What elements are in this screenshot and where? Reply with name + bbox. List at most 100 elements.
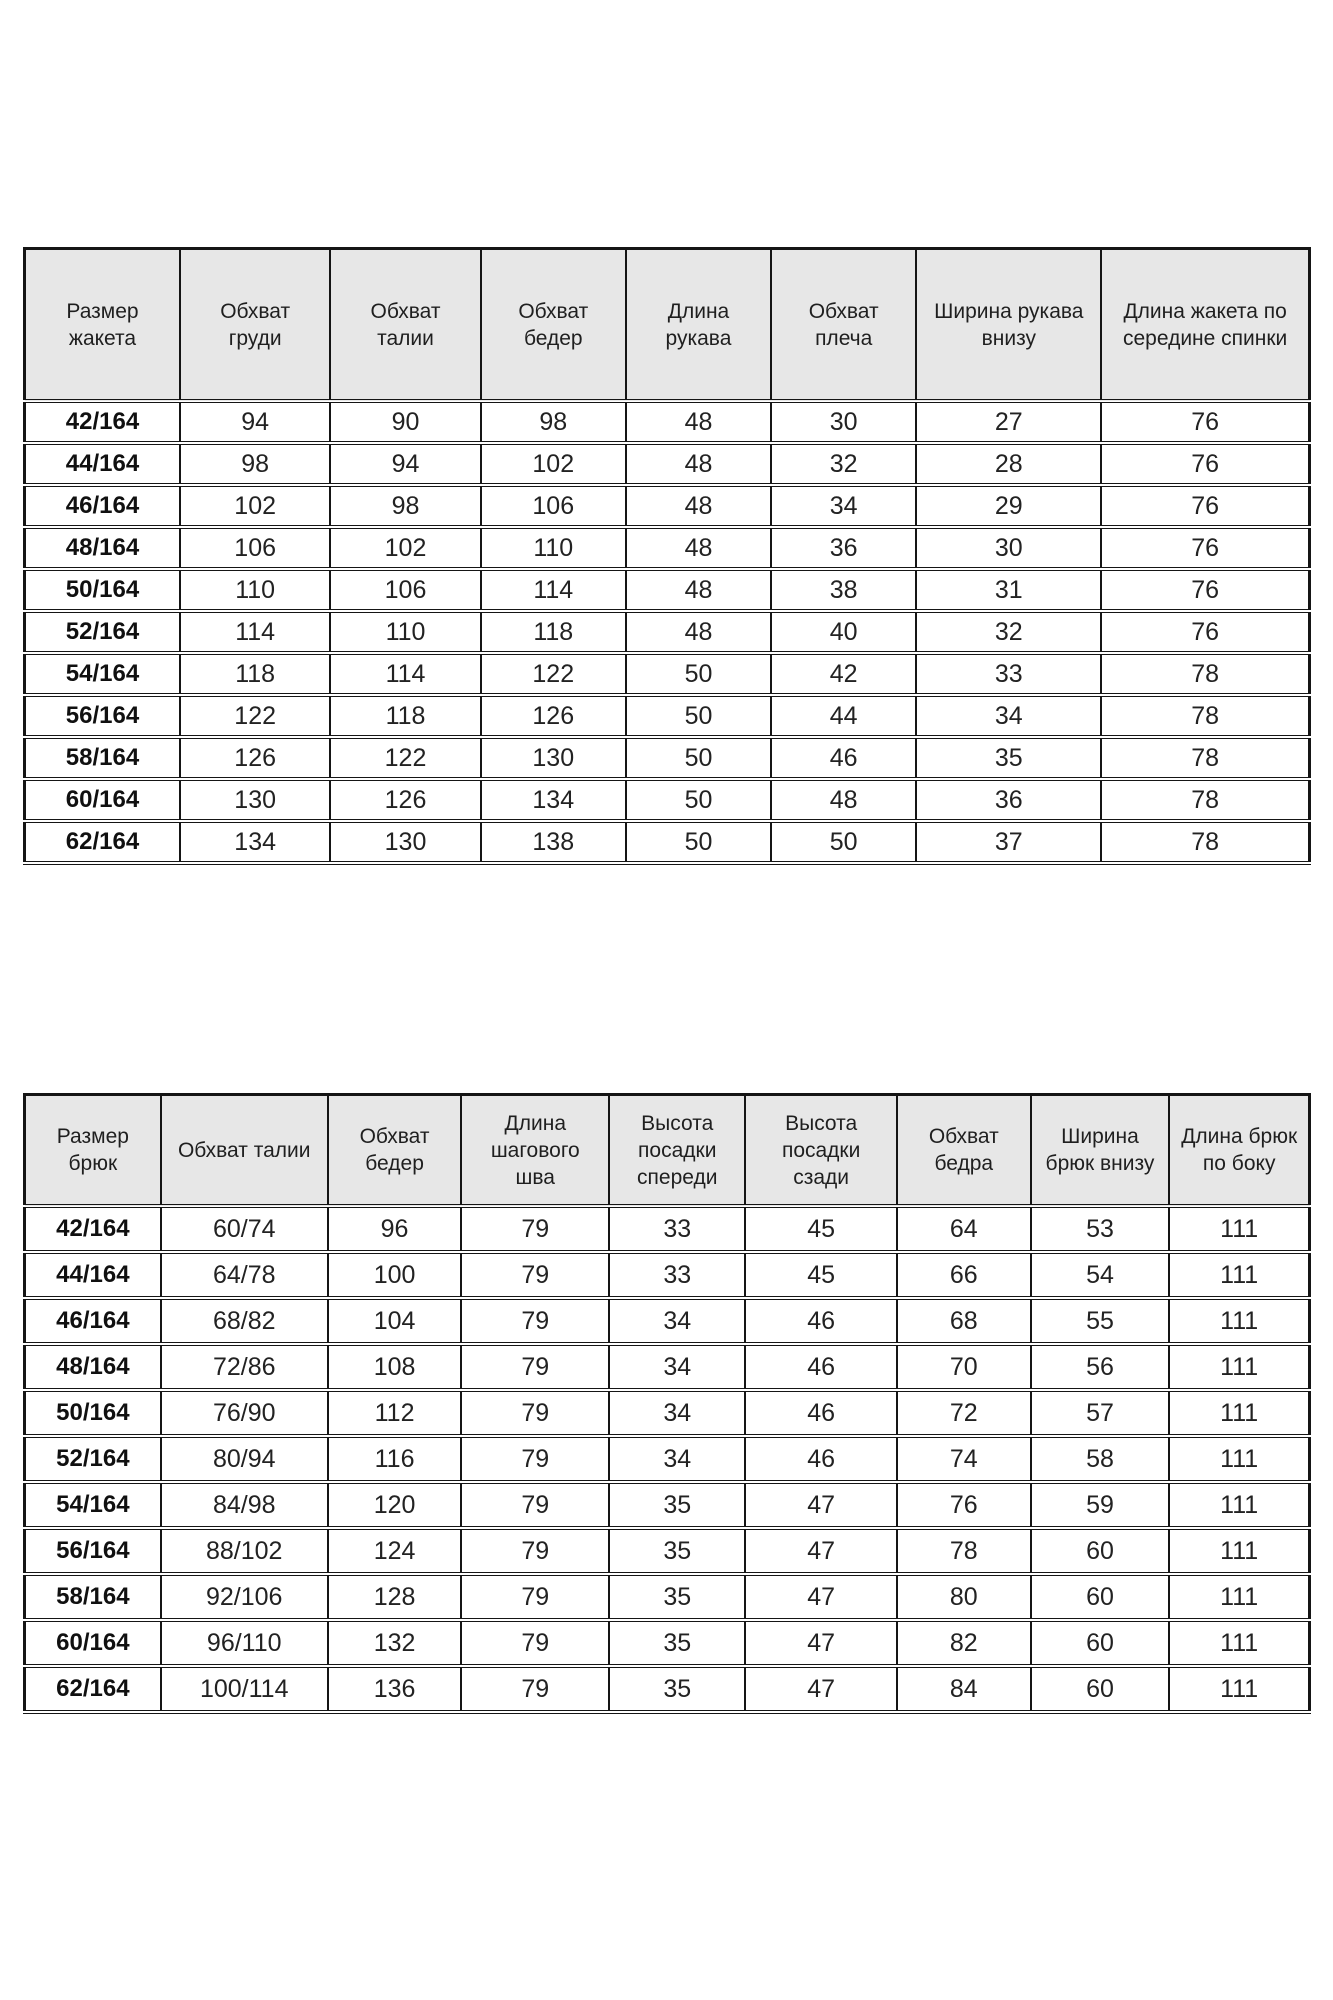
value-cell: 35 [608, 1480, 747, 1530]
value-cell: 70 [895, 1342, 1032, 1392]
value-cell: 68/82 [159, 1296, 329, 1346]
table-row: 58/164 126 122 130 50 46 35 78 [23, 735, 1311, 781]
value-cell: 64/78 [159, 1250, 329, 1300]
value-cell: 48 [770, 777, 918, 823]
value-cell: 79 [460, 1572, 611, 1622]
value-cell: 46 [744, 1342, 898, 1392]
size-cell: 54/164 [23, 1480, 162, 1530]
value-cell: 111 [1168, 1480, 1311, 1530]
value-cell: 100 [326, 1250, 463, 1300]
size-cell: 46/164 [23, 483, 181, 529]
value-cell: 118 [329, 693, 482, 739]
value-cell: 132 [326, 1618, 463, 1668]
size-cell: 50/164 [23, 1388, 162, 1438]
value-cell: 134 [479, 777, 627, 823]
value-cell: 102 [479, 441, 627, 487]
size-cell: 52/164 [23, 1434, 162, 1484]
value-cell: 60 [1029, 1664, 1171, 1714]
value-cell: 54 [1029, 1250, 1171, 1300]
size-cell: 46/164 [23, 1296, 162, 1346]
value-cell: 79 [460, 1204, 611, 1254]
value-cell: 34 [915, 693, 1103, 739]
value-cell: 47 [744, 1618, 898, 1668]
value-cell: 57 [1029, 1388, 1171, 1438]
size-cell: 56/164 [23, 1526, 162, 1576]
table-row: 46/164 102 98 106 48 34 29 76 [23, 483, 1311, 529]
table-row: 42/164 94 90 98 48 30 27 76 [23, 399, 1311, 445]
value-cell: 33 [608, 1204, 747, 1254]
value-cell: 79 [460, 1434, 611, 1484]
value-cell: 28 [915, 441, 1103, 487]
value-cell: 111 [1168, 1526, 1311, 1576]
table-row: 50/164 110 106 114 48 38 31 76 [23, 567, 1311, 613]
value-cell: 74 [895, 1434, 1032, 1484]
value-cell: 64 [895, 1204, 1032, 1254]
value-cell: 76 [1100, 483, 1311, 529]
column-header: Ширина брюк внизу [1029, 1093, 1171, 1207]
size-cell: 48/164 [23, 1342, 162, 1392]
value-cell: 34 [608, 1434, 747, 1484]
value-cell: 48 [624, 399, 773, 445]
table-row: 44/164 98 94 102 48 32 28 76 [23, 441, 1311, 487]
value-cell: 35 [608, 1664, 747, 1714]
size-cell: 42/164 [23, 1204, 162, 1254]
size-cell: 48/164 [23, 525, 181, 571]
value-cell: 45 [744, 1204, 898, 1254]
value-cell: 47 [744, 1572, 898, 1622]
value-cell: 134 [178, 819, 332, 865]
value-cell: 37 [915, 819, 1103, 865]
value-cell: 84 [895, 1664, 1032, 1714]
value-cell: 79 [460, 1480, 611, 1530]
size-cell: 44/164 [23, 441, 181, 487]
value-cell: 78 [1100, 651, 1311, 697]
value-cell: 48 [624, 525, 773, 571]
size-cell: 60/164 [23, 777, 181, 823]
value-cell: 114 [329, 651, 482, 697]
size-cell: 56/164 [23, 693, 181, 739]
value-cell: 110 [329, 609, 482, 655]
value-cell: 76 [1100, 399, 1311, 445]
value-cell: 94 [178, 399, 332, 445]
value-cell: 128 [326, 1572, 463, 1622]
value-cell: 60 [1029, 1526, 1171, 1576]
column-header: Обхват бедер [326, 1093, 463, 1207]
value-cell: 104 [326, 1296, 463, 1346]
value-cell: 122 [178, 693, 332, 739]
value-cell: 60 [1029, 1618, 1171, 1668]
size-cell: 50/164 [23, 567, 181, 613]
value-cell: 60/74 [159, 1204, 329, 1254]
value-cell: 124 [326, 1526, 463, 1576]
value-cell: 47 [744, 1664, 898, 1714]
value-cell: 33 [915, 651, 1103, 697]
value-cell: 112 [326, 1388, 463, 1438]
value-cell: 27 [915, 399, 1103, 445]
value-cell: 102 [178, 483, 332, 529]
value-cell: 138 [479, 819, 627, 865]
column-header: Обхват бедра [895, 1093, 1032, 1207]
value-cell: 48 [624, 567, 773, 613]
value-cell: 102 [329, 525, 482, 571]
column-header: Обхват бедер [479, 247, 627, 402]
column-header: Длина шагового шва [460, 1093, 611, 1207]
value-cell: 32 [915, 609, 1103, 655]
value-cell: 34 [770, 483, 918, 529]
value-cell: 78 [1100, 819, 1311, 865]
value-cell: 76 [1100, 441, 1311, 487]
table-row: 46/164 68/82 104 79 34 46 68 55 111 [23, 1296, 1311, 1346]
value-cell: 60 [1029, 1572, 1171, 1622]
header-row: Размер жакета Обхват груди Обхват талии Обх… [23, 247, 1311, 402]
table-row: 60/164 96/110 132 79 35 47 82 60 111 [23, 1618, 1311, 1668]
size-cell: 58/164 [23, 735, 181, 781]
value-cell: 66 [895, 1250, 1032, 1300]
column-header: Обхват груди [178, 247, 332, 402]
table-row: 42/164 60/74 96 79 33 45 64 53 111 [23, 1204, 1311, 1254]
value-cell: 98 [178, 441, 332, 487]
value-cell: 78 [1100, 735, 1311, 781]
value-cell: 31 [915, 567, 1103, 613]
value-cell: 50 [624, 777, 773, 823]
value-cell: 126 [178, 735, 332, 781]
value-cell: 35 [608, 1618, 747, 1668]
value-cell: 76 [1100, 609, 1311, 655]
value-cell: 118 [479, 609, 627, 655]
